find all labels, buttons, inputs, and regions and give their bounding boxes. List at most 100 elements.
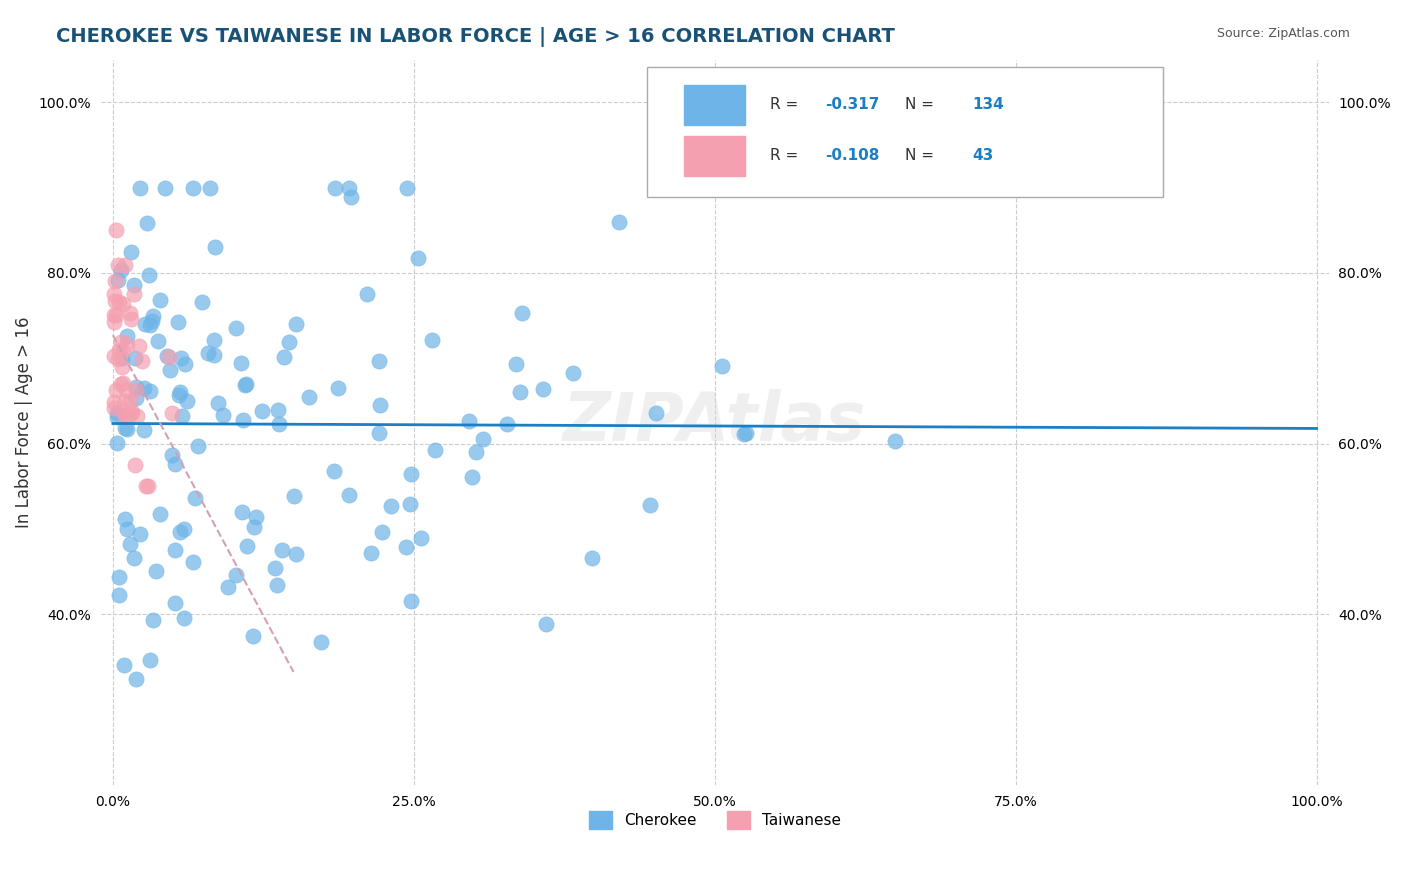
Bar: [685, 85, 745, 125]
Cherokee: [139, 653, 162, 667]
Cherokee: [110, 263, 132, 277]
Cherokee: [132, 423, 155, 437]
Cherokee: [609, 215, 631, 229]
Cherokee: [124, 351, 146, 366]
Taiwanese: [117, 409, 139, 424]
Cherokee: [884, 434, 907, 448]
Cherokee: [245, 510, 267, 524]
Cherokee: [250, 404, 273, 418]
Cherokee: [710, 359, 733, 373]
Cherokee: [105, 409, 128, 424]
Cherokee: [399, 467, 422, 481]
Cherokee: [125, 673, 148, 687]
Cherokee: [323, 464, 346, 478]
Cherokee: [184, 491, 207, 505]
Cherokee: [368, 353, 391, 368]
Cherokee: [181, 555, 204, 569]
Cherokee: [163, 457, 186, 471]
Text: ZIPAtlas: ZIPAtlas: [564, 389, 866, 455]
Taiwanese: [107, 351, 129, 366]
Taiwanese: [114, 384, 136, 398]
Cherokee: [425, 442, 447, 457]
Cherokee: [356, 287, 378, 301]
Cherokee: [337, 180, 360, 194]
Cherokee: [118, 537, 141, 551]
Cherokee: [204, 240, 226, 254]
Cherokee: [645, 406, 668, 420]
Text: 134: 134: [973, 97, 1004, 112]
Legend: Cherokee, Taiwanese: Cherokee, Taiwanese: [582, 805, 846, 836]
Cherokee: [461, 470, 484, 484]
Cherokee: [162, 448, 184, 462]
Cherokee: [138, 268, 160, 282]
Cherokee: [360, 546, 382, 560]
Cherokee: [368, 426, 391, 441]
Cherokee: [225, 321, 247, 335]
Cherokee: [176, 393, 198, 408]
Cherokee: [149, 507, 172, 521]
Cherokee: [581, 550, 603, 565]
Cherokee: [509, 384, 531, 399]
Taiwanese: [124, 458, 146, 472]
Taiwanese: [120, 306, 142, 320]
Cherokee: [169, 384, 191, 399]
Taiwanese: [114, 393, 136, 408]
Cherokee: [243, 519, 266, 533]
Cherokee: [159, 363, 181, 377]
Taiwanese: [103, 308, 125, 322]
Cherokee: [117, 329, 139, 343]
Cherokee: [273, 351, 295, 365]
Text: Source: ZipAtlas.com: Source: ZipAtlas.com: [1216, 27, 1350, 40]
Cherokee: [337, 488, 360, 502]
Cherokee: [236, 539, 259, 553]
Cherokee: [531, 382, 554, 396]
Taiwanese: [117, 336, 139, 351]
Cherokee: [395, 180, 418, 194]
Text: CHEROKEE VS TAIWANESE IN LABOR FORCE | AGE > 16 CORRELATION CHART: CHEROKEE VS TAIWANESE IN LABOR FORCE | A…: [56, 27, 896, 46]
Taiwanese: [124, 383, 146, 397]
Taiwanese: [108, 343, 131, 358]
Cherokee: [142, 613, 165, 627]
Text: -0.108: -0.108: [825, 148, 880, 163]
Cherokee: [107, 273, 129, 287]
Taiwanese: [128, 339, 150, 353]
Taiwanese: [110, 334, 132, 349]
Cherokee: [638, 498, 661, 512]
Taiwanese: [111, 403, 134, 417]
Cherokee: [225, 567, 247, 582]
Taiwanese: [103, 314, 125, 328]
Cherokee: [149, 293, 172, 307]
Taiwanese: [136, 479, 159, 493]
Cherokee: [510, 306, 533, 320]
Cherokee: [505, 358, 527, 372]
Cherokee: [165, 543, 187, 558]
Cherokee: [235, 376, 257, 391]
Cherokee: [231, 506, 253, 520]
Cherokee: [406, 251, 429, 265]
Cherokee: [283, 489, 305, 503]
Taiwanese: [111, 360, 134, 375]
Taiwanese: [120, 312, 142, 326]
Cherokee: [496, 417, 519, 432]
Cherokee: [110, 351, 132, 366]
Cherokee: [323, 180, 346, 194]
Cherokee: [328, 381, 350, 395]
Cherokee: [125, 380, 148, 394]
Cherokee: [141, 313, 163, 327]
Cherokee: [212, 408, 235, 422]
Cherokee: [465, 445, 488, 459]
Cherokee: [285, 317, 308, 331]
Cherokee: [105, 436, 128, 450]
Cherokee: [167, 387, 190, 401]
Taiwanese: [105, 308, 128, 322]
Taiwanese: [110, 376, 132, 391]
Cherokee: [129, 527, 152, 541]
Cherokee: [122, 550, 145, 565]
Cherokee: [170, 351, 193, 365]
Cherokee: [165, 596, 187, 610]
Cherokee: [420, 333, 443, 347]
Cherokee: [197, 346, 219, 360]
Text: -0.317: -0.317: [825, 97, 880, 112]
Taiwanese: [103, 349, 125, 363]
Taiwanese: [120, 406, 142, 420]
